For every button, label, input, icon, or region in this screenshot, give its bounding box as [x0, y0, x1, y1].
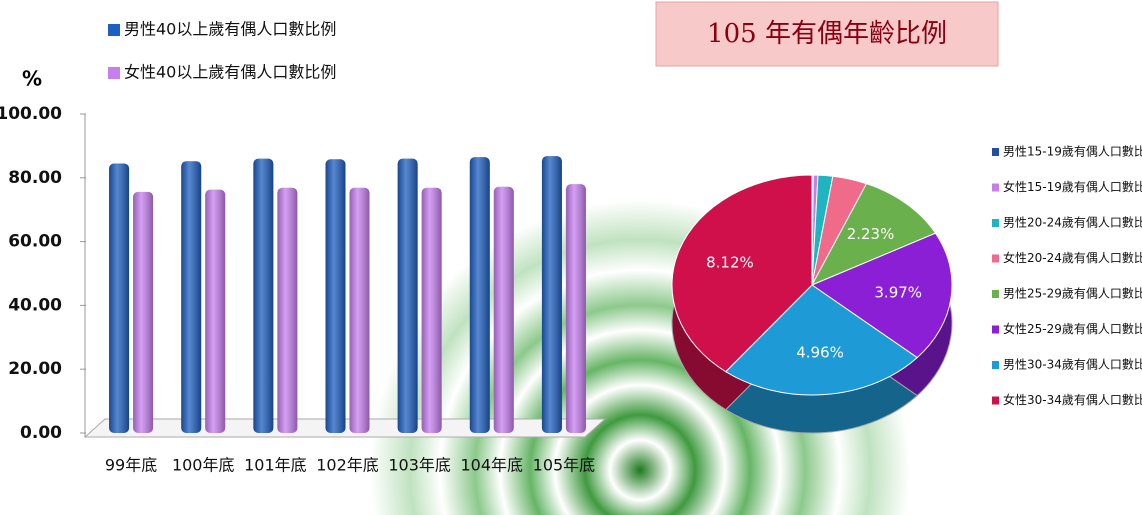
legend-swatch — [992, 361, 999, 369]
legend-label: 男性25-29歲有偶人口數比例 — [1003, 287, 1142, 301]
y-tick-label: 20.00 — [8, 359, 62, 379]
data-label: 4.96% — [796, 343, 844, 361]
bar-shade — [181, 161, 202, 433]
legend-label: 女性15-19歲有偶人口數比例 — [1003, 179, 1142, 194]
bar-shade — [109, 163, 130, 433]
bar-shade — [205, 189, 226, 433]
legend-swatch — [108, 24, 120, 36]
bar-shade — [565, 184, 586, 433]
bar-shade — [277, 187, 298, 433]
legend-label: 男性15-19歲有偶人口數比例 — [1003, 145, 1142, 159]
x-tick-label: 103年底 — [388, 456, 451, 475]
legend-label: 男性40以上歲有偶人口數比例 — [124, 20, 336, 39]
bar-shade — [349, 187, 370, 433]
chart-title: 105 年有偶年齡比例 — [707, 19, 947, 49]
legend-label: 男性30-34歲有偶人口數比例 — [1003, 358, 1142, 372]
y-tick-label: 40.00 — [8, 295, 62, 315]
x-tick-label: 100年底 — [172, 456, 235, 475]
bar-shade — [493, 186, 514, 433]
y-tick-label: 0.00 — [20, 423, 62, 443]
data-label: 8.12% — [706, 253, 754, 271]
bar-shade — [253, 158, 274, 433]
bar-shade — [397, 158, 418, 433]
legend-swatch — [108, 67, 120, 79]
data-label: 2.23% — [847, 225, 895, 243]
bar-shade — [541, 156, 562, 433]
legend-label: 女性25-29歲有偶人口數比例 — [1003, 321, 1142, 336]
y-tick-label: 100.00 — [0, 104, 62, 124]
x-tick-label: 104年底 — [461, 456, 524, 475]
y-axis-label: % — [22, 67, 42, 91]
legend-label: 女性40以上歲有偶人口數比例 — [124, 63, 336, 82]
legend-swatch — [992, 290, 999, 298]
legend-swatch — [992, 325, 999, 334]
pie-slice — [810, 183, 937, 287]
pie-slice — [671, 174, 813, 373]
legend-swatch — [992, 219, 999, 227]
y-tick-label: 80.00 — [8, 168, 62, 188]
legend-label: 男性20-24歲有偶人口數比例 — [1003, 216, 1142, 230]
y-tick-label: 60.00 — [8, 232, 62, 252]
legend-swatch — [992, 254, 999, 263]
bar-shade — [325, 159, 346, 433]
bar-shade — [469, 157, 490, 433]
legend-label: 女性30-34歲有偶人口數比例 — [1003, 392, 1142, 407]
data-label: 3.97% — [874, 283, 922, 301]
x-tick-label: 101年底 — [244, 456, 307, 475]
legend-swatch — [992, 396, 999, 405]
legend-label: 女性20-24歲有偶人口數比例 — [1003, 250, 1142, 265]
pie-slice — [724, 284, 918, 396]
bar-shade — [133, 191, 154, 433]
pie-slice — [810, 232, 953, 359]
x-tick-label: 99年底 — [105, 456, 157, 475]
legend-swatch — [992, 183, 999, 192]
x-tick-label: 102年底 — [316, 456, 379, 475]
title-box — [655, 1, 999, 67]
legend-swatch — [992, 148, 999, 156]
x-tick-label: 105年底 — [533, 456, 596, 475]
bar-shade — [421, 187, 442, 433]
